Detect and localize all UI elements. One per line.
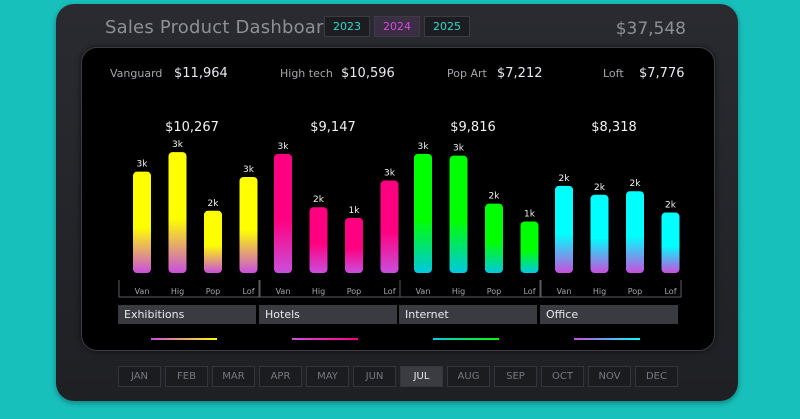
bar-label-internet-hig: 3k [453, 144, 465, 154]
bar-internet-pop [485, 203, 503, 273]
tick-label-exhibitions-pop: Pop [206, 287, 221, 296]
tick-label-internet-pop: Pop [487, 287, 502, 296]
group-underline-exhibitions [151, 338, 217, 340]
bar-label-office-pop: 2k [630, 179, 642, 189]
bar-internet-hig [449, 155, 468, 273]
group-underline-hotels [292, 338, 358, 340]
bar-exhibitions-lof [239, 177, 258, 273]
bar-label-exhibitions-pop: 2k [208, 199, 220, 209]
group-total-hotels: $9,147 [310, 120, 356, 135]
group-total-exhibitions: $10,267 [165, 120, 219, 135]
bar-label-exhibitions-hig: 3k [172, 140, 184, 150]
kpi-label-high-tech: High tech [280, 67, 333, 80]
bar-label-office-hig: 2k [594, 183, 606, 193]
kpi-label-vanguard: Vanguard [110, 67, 163, 80]
tick-label-exhibitions-hig: Hig [171, 287, 184, 296]
group-total-internet: $9,816 [450, 120, 496, 135]
kpi-value-loft: $7,776 [639, 66, 685, 81]
tick-label-hotels-hig: Hig [312, 287, 325, 296]
tick-label-internet-lof: Lof [523, 287, 535, 296]
tick-label-office-van: Van [557, 287, 572, 296]
total-sales: $37,548 [615, 19, 686, 39]
bar-label-hotels-pop: 1k [349, 206, 361, 216]
month-feb[interactable]: FEB [165, 366, 208, 387]
tick-label-office-hig: Hig [593, 287, 606, 296]
group-label-hotels: Hotels [259, 305, 397, 324]
bar-label-exhibitions-van: 3k [137, 160, 149, 170]
page-title: Sales Product Dashboard [105, 17, 335, 38]
axis-internet [399, 280, 541, 298]
tick-label-hotels-pop: Pop [347, 287, 362, 296]
tick-label-exhibitions-lof: Lof [242, 287, 254, 296]
group-label-exhibitions: Exhibitions [118, 305, 256, 324]
month-may[interactable]: MAY [306, 366, 349, 387]
year-tab-2025[interactable]: 2025 [424, 16, 470, 37]
year-tab-2023[interactable]: 2023 [324, 16, 370, 37]
kpi-label-loft: Loft [603, 67, 624, 80]
tick-label-hotels-lof: Lof [383, 287, 395, 296]
kpi-value-pop-art: $7,212 [497, 66, 543, 81]
bar-exhibitions-pop [204, 210, 222, 273]
bar-label-internet-pop: 2k [489, 192, 501, 202]
bar-label-office-lof: 2k [665, 201, 677, 211]
month-oct[interactable]: OCT [541, 366, 584, 387]
tick-label-exhibitions-van: Van [135, 287, 150, 296]
bar-label-office-van: 2k [559, 174, 571, 184]
group-underline-internet [433, 338, 499, 340]
bar-exhibitions-van [133, 171, 151, 273]
tick-label-internet-van: Van [416, 287, 431, 296]
month-nov[interactable]: NOV [588, 366, 631, 387]
bar-exhibitions-hig [168, 152, 187, 273]
bar-office-lof [661, 212, 680, 273]
axis-office [540, 280, 682, 298]
bar-label-exhibitions-lof: 3k [243, 165, 255, 175]
bar-hotels-hig [309, 207, 328, 273]
month-jul[interactable]: JUL [400, 366, 443, 387]
month-jun[interactable]: JUN [353, 366, 396, 387]
group-label-office: Office [540, 305, 678, 324]
bar-label-hotels-lof: 3k [384, 169, 396, 179]
bar-office-van [555, 185, 573, 273]
kpi-label-pop-art: Pop Art [447, 67, 487, 80]
bar-internet-van [414, 153, 432, 273]
kpi-value-vanguard: $11,964 [174, 66, 228, 81]
tick-label-office-lof: Lof [664, 287, 676, 296]
bar-internet-lof [520, 221, 539, 273]
month-aug[interactable]: AUG [447, 366, 490, 387]
bar-hotels-lof [380, 180, 399, 273]
month-dec[interactable]: DEC [635, 366, 678, 387]
bar-office-hig [590, 194, 609, 273]
bar-hotels-pop [345, 217, 363, 273]
group-underline-office [574, 338, 640, 340]
tick-label-office-pop: Pop [628, 287, 643, 296]
bar-label-hotels-hig: 2k [313, 195, 325, 205]
bar-office-pop [626, 191, 644, 273]
group-label-internet: Internet [399, 305, 537, 324]
kpi-value-high-tech: $10,596 [341, 66, 395, 81]
bar-label-internet-van: 3k [418, 142, 430, 152]
bar-hotels-van [274, 153, 292, 273]
year-selector: 2023 2024 2025 [324, 16, 470, 37]
tick-label-hotels-van: Van [276, 287, 291, 296]
month-apr[interactable]: APR [259, 366, 302, 387]
group-total-office: $8,318 [591, 120, 637, 135]
month-jan[interactable]: JAN [118, 366, 161, 387]
axis-exhibitions [118, 280, 260, 298]
month-selector: JAN FEB MAR APR MAY JUN JUL AUG SEP OCT … [118, 366, 678, 387]
month-sep[interactable]: SEP [494, 366, 537, 387]
month-mar[interactable]: MAR [212, 366, 255, 387]
tick-label-internet-hig: Hig [452, 287, 465, 296]
year-tab-2024[interactable]: 2024 [374, 16, 420, 37]
bar-label-internet-lof: 1k [524, 209, 536, 219]
bar-label-hotels-van: 3k [278, 142, 290, 152]
